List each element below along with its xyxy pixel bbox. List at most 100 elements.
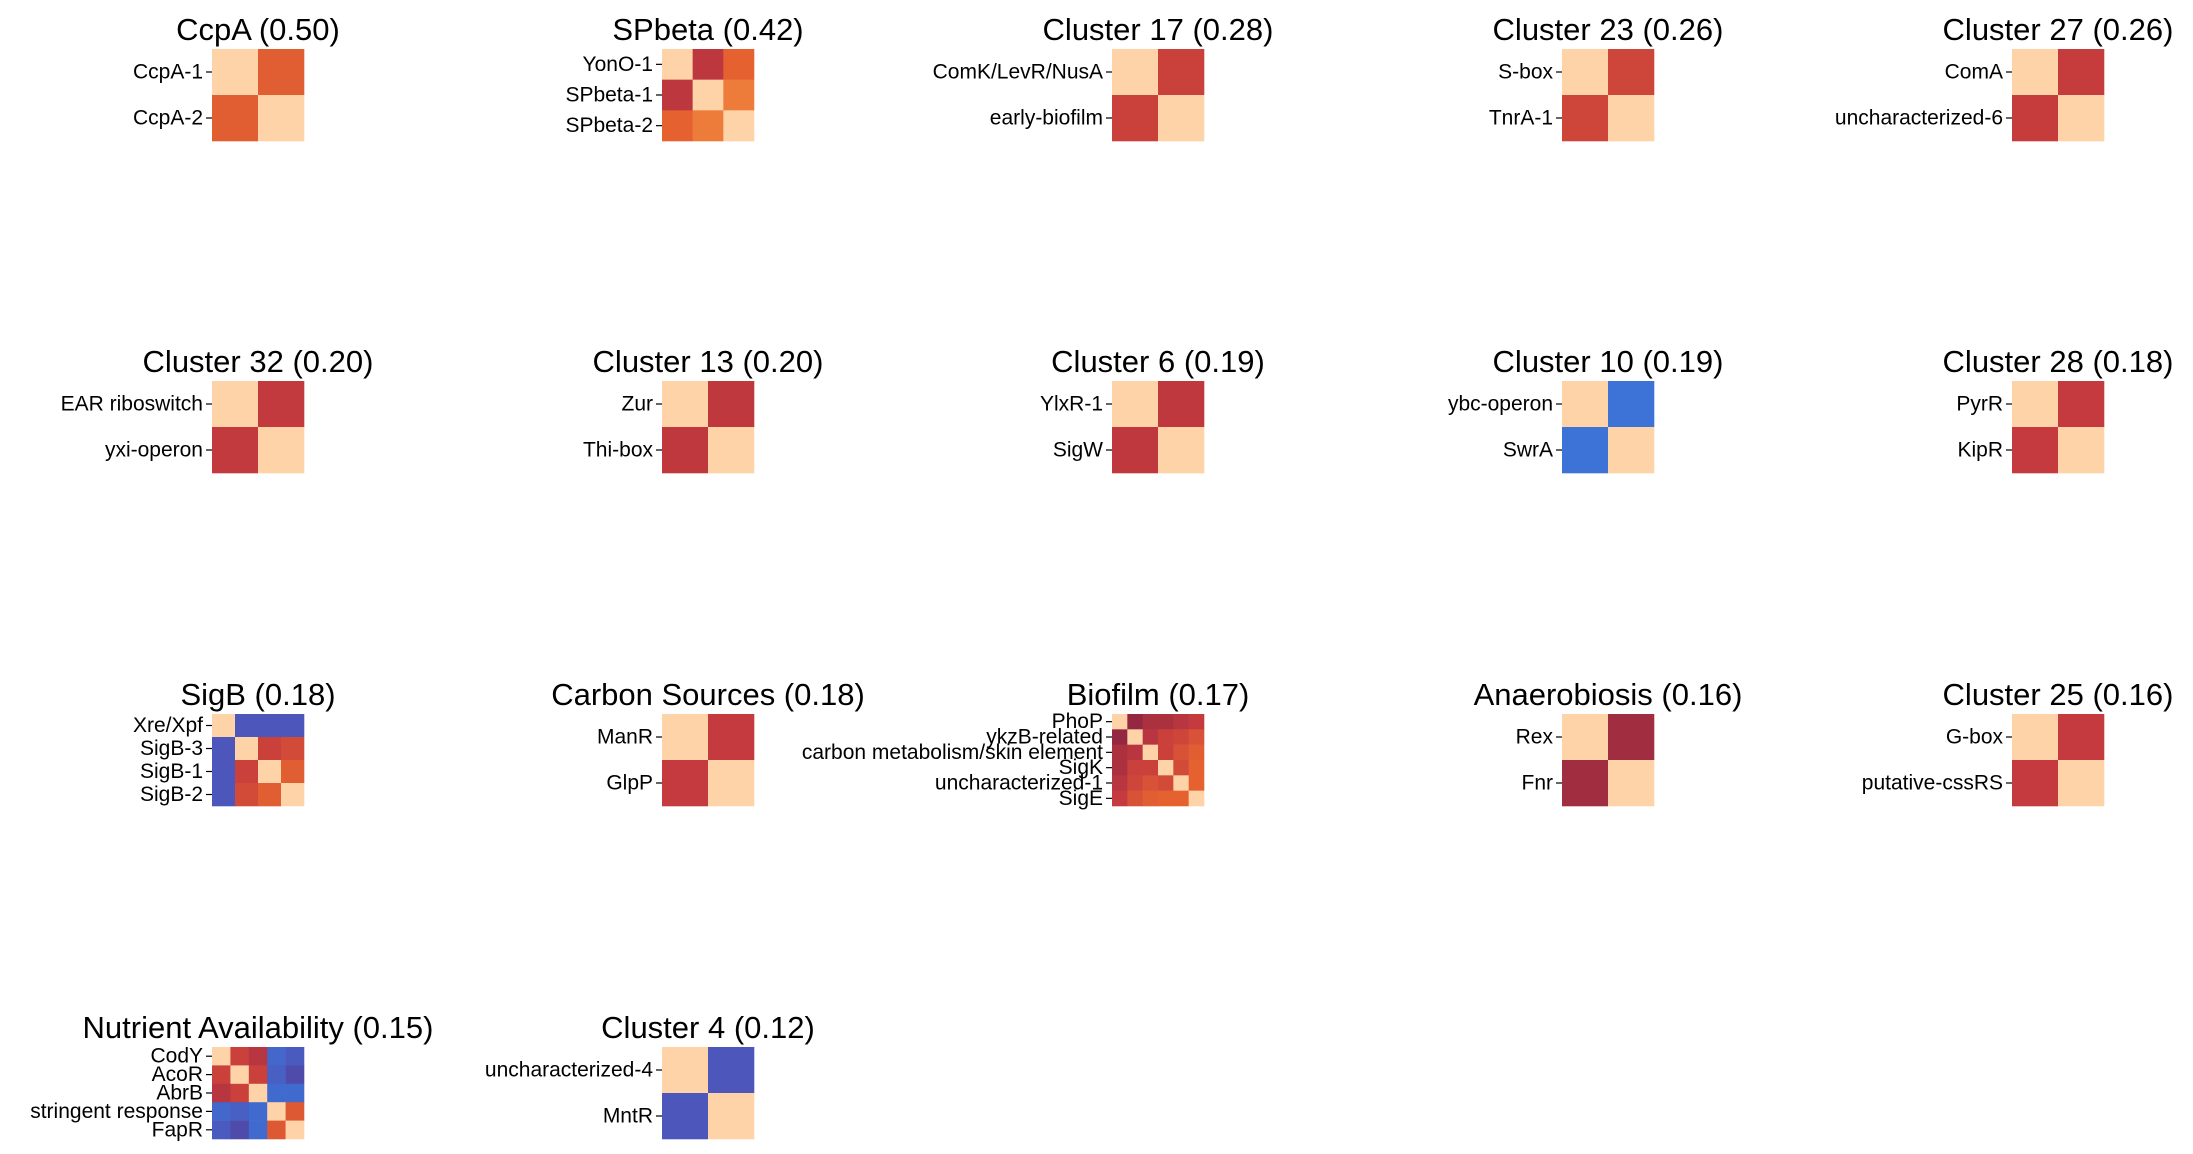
- heatmap-cell: [662, 1047, 709, 1094]
- heatmap-cell: [267, 1102, 286, 1121]
- heatmap-cell: [235, 714, 259, 738]
- tick-label: SwrA: [1503, 439, 1553, 462]
- panel-title: Cluster 6 (0.19): [1051, 344, 1265, 379]
- panel-title: Carbon Sources (0.18): [551, 677, 865, 712]
- heatmap-cell: [1608, 95, 1655, 142]
- panel-title: Anaerobiosis (0.16): [1474, 677, 1743, 712]
- tick-label: SigW: [1053, 439, 1103, 462]
- tick-label: TnrA-1: [1489, 107, 1553, 130]
- heatmap-cell: [1112, 714, 1128, 730]
- heatmap-cell: [1562, 49, 1609, 96]
- panel-title: Cluster 27 (0.26): [1943, 12, 2174, 47]
- heatmap-cell: [662, 49, 693, 80]
- heatmap-panel-nutrient-availability-0-15: Nutrient Availability (0.15)CodYAcoRAbrB…: [30, 1010, 433, 1141]
- heatmap-cell: [708, 1093, 755, 1140]
- heatmap-cell: [1142, 775, 1159, 791]
- tick-label: PyrR: [1956, 393, 2003, 416]
- heatmap-cell: [212, 95, 259, 142]
- heatmap-cell: [1608, 427, 1655, 474]
- heatmap-cell: [1188, 790, 1205, 807]
- panel-title: Cluster 23 (0.26): [1493, 12, 1724, 47]
- heatmap-cell: [2012, 381, 2059, 428]
- heatmap-cell: [1173, 760, 1189, 776]
- heatmap-cell: [1142, 744, 1159, 761]
- heatmap-panel-cluster-28-0-18: Cluster 28 (0.18) PyrR KipR: [1943, 344, 2173, 474]
- heatmap-cell: [248, 1102, 268, 1121]
- heatmap-cell: [285, 1083, 305, 1103]
- heatmap-cell: [281, 737, 305, 761]
- tick-label: Xre/Xpf: [133, 714, 203, 737]
- heatmap-cell: [212, 737, 236, 761]
- tick-label: EAR riboswitch: [61, 393, 203, 416]
- heatmap-cell: [1173, 744, 1189, 761]
- heatmap-cell: [258, 95, 305, 142]
- heatmap-cell: [1142, 790, 1159, 807]
- heatmap-cell: [235, 760, 259, 784]
- heatmap-cell: [281, 714, 305, 738]
- heatmap-cell: [248, 1083, 268, 1103]
- heatmap-cell: [1608, 381, 1655, 428]
- heatmap-cell: [1127, 760, 1143, 776]
- heatmap-cell: [258, 427, 305, 474]
- heatmap-cell: [248, 1047, 268, 1066]
- heatmap-cell: [1112, 427, 1159, 474]
- heatmap-cell: [723, 49, 755, 80]
- heatmap-cell: [1188, 775, 1205, 791]
- tick-label: Zur: [622, 393, 654, 416]
- heatmap-cell: [212, 49, 259, 96]
- heatmap-cell: [285, 1065, 305, 1085]
- heatmap-cell: [267, 1083, 286, 1103]
- tick-label: ykzB-related: [986, 726, 1103, 749]
- tick-label: CcpA-2: [133, 107, 203, 130]
- heatmap-cell: [230, 1065, 250, 1085]
- tick-label: AcoR: [152, 1063, 203, 1086]
- heatmap-cell: [267, 1065, 286, 1085]
- tick-label: SigB-1: [140, 760, 203, 783]
- heatmap-cell: [212, 783, 236, 807]
- tick-label: SigE: [1059, 787, 1103, 810]
- heatmap-cell: [2012, 714, 2059, 761]
- heatmap-panel-anaerobiosis-0-16: Anaerobiosis (0.16) Rex Fnr: [1474, 677, 1743, 807]
- tick-label: ManR: [597, 726, 653, 749]
- panel-title: Cluster 13 (0.20): [593, 344, 824, 379]
- tick-label: S-box: [1498, 61, 1553, 84]
- tick-label: Fnr: [1522, 772, 1554, 795]
- heatmap-cell: [692, 79, 724, 111]
- heatmap-panel-spbeta-0-42: SPbeta (0.42) YonO-1 SPbeta-1 SPbeta-2: [565, 12, 804, 142]
- panel-title: Biofilm (0.17): [1067, 677, 1250, 712]
- heatmap-cell: [2058, 49, 2105, 96]
- tick-label: SigB-2: [140, 783, 203, 806]
- heatmap-cell: [662, 714, 709, 761]
- heatmap-cell: [1562, 95, 1609, 142]
- tick-label: AbrB: [156, 1082, 203, 1105]
- heatmap-cell: [662, 427, 709, 474]
- heatmap-cell: [1562, 760, 1609, 807]
- heatmap-cell: [1562, 381, 1609, 428]
- panel-title: SigB (0.18): [180, 677, 335, 712]
- heatmap-cell: [1158, 381, 1205, 428]
- heatmap-cell: [1112, 760, 1128, 776]
- tick-label: putative-cssRS: [1862, 772, 2003, 795]
- heatmap-cell: [1158, 95, 1205, 142]
- heatmap-cell: [1142, 729, 1159, 745]
- tick-label: uncharacterized-1: [935, 772, 1103, 795]
- heatmap-cell: [1173, 729, 1189, 745]
- heatmap-cell: [692, 110, 724, 142]
- heatmap-cell: [723, 79, 755, 111]
- panel-title: CcpA (0.50): [176, 12, 340, 47]
- tick-label: Rex: [1516, 726, 1554, 749]
- heatmap-panel-carbon-sources-0-18: Carbon Sources (0.18) ManR GlpP: [551, 677, 865, 807]
- heatmap-cell: [212, 1102, 231, 1121]
- heatmap-panel-cluster-4-0-12: Cluster 4 (0.12) uncharacterized-4 MntR: [485, 1010, 815, 1140]
- heatmap-cell: [285, 1102, 305, 1121]
- heatmap-cell: [281, 783, 305, 807]
- tick-label: PhoP: [1052, 710, 1103, 733]
- heatmap-cell: [692, 49, 724, 80]
- heatmap-panel-cluster-25-0-16: Cluster 25 (0.16) G-box putative-cssRS: [1862, 677, 2173, 807]
- heatmap-cell: [708, 427, 755, 474]
- heatmap-cell: [1562, 427, 1609, 474]
- tick-label: ComK/LevR/NusA: [933, 61, 1103, 84]
- tick-label: G-box: [1946, 726, 2004, 749]
